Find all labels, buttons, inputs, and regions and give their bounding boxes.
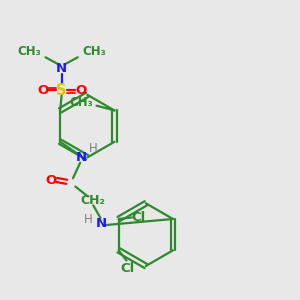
Text: H: H <box>84 213 93 226</box>
Text: O: O <box>45 173 56 187</box>
Text: S: S <box>56 82 67 98</box>
Text: CH₃: CH₃ <box>82 45 106 58</box>
Text: N: N <box>95 217 106 230</box>
Text: H: H <box>88 142 98 155</box>
Text: N: N <box>76 151 87 164</box>
Text: O: O <box>37 84 48 97</box>
Text: CH₃: CH₃ <box>70 96 94 109</box>
Text: N: N <box>56 62 67 75</box>
Text: Cl: Cl <box>120 262 134 275</box>
Text: O: O <box>75 84 86 97</box>
Text: CH₃: CH₃ <box>17 45 41 58</box>
Text: Cl: Cl <box>132 211 146 224</box>
Text: CH₂: CH₂ <box>81 194 106 206</box>
